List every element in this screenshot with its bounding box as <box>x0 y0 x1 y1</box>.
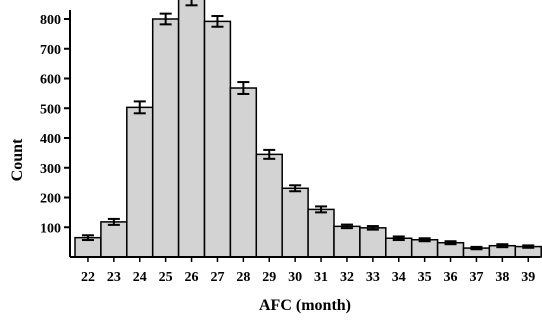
y-tick-label: 300 <box>40 162 61 177</box>
y-axis-label: Count <box>9 138 26 181</box>
x-tick-label: 33 <box>366 270 380 285</box>
error-bar-27 <box>211 15 224 28</box>
bar-24 <box>126 106 154 258</box>
error-bar-35 <box>418 237 431 243</box>
error-bar-31 <box>315 205 328 214</box>
y-axis-ticks: 100 200 300 400 500 600 700 800 <box>40 13 70 236</box>
error-bar-37 <box>470 245 483 251</box>
y-tick-label: 600 <box>40 73 61 88</box>
error-bar-39 <box>522 244 535 249</box>
x-axis-label: AFC (month) <box>259 297 351 314</box>
y-tick-label: 800 <box>40 13 61 28</box>
error-bar-23 <box>107 217 120 226</box>
error-bar-25 <box>159 12 172 26</box>
y-tick-label: 500 <box>40 102 61 117</box>
x-tick-label: 26 <box>185 270 199 285</box>
x-tick-label: 23 <box>107 270 121 285</box>
x-tick-label: 32 <box>340 270 354 285</box>
x-tick-label: 31 <box>314 270 328 285</box>
x-tick-label: 27 <box>210 270 224 285</box>
x-axis-ticks: 22 23 24 25 26 27 28 29 30 31 32 33 34 35 36 37 38 39 <box>81 257 535 285</box>
y-tick-label: 100 <box>40 221 61 236</box>
error-bar-22 <box>81 234 94 242</box>
bars <box>74 0 542 258</box>
y-tick-label: 700 <box>40 43 61 58</box>
x-tick-label: 36 <box>444 270 458 285</box>
error-bar-29 <box>263 148 276 160</box>
x-tick-label: 24 <box>133 270 147 285</box>
bar-28 <box>229 87 258 258</box>
x-tick-label: 29 <box>262 270 276 285</box>
bar-32 <box>333 225 361 258</box>
bar-26 <box>177 0 206 258</box>
x-tick-label: 34 <box>392 270 406 285</box>
error-bar-36 <box>444 240 457 246</box>
bar-23 <box>100 221 128 258</box>
error-bar-38 <box>496 243 509 249</box>
error-bar-30 <box>289 184 302 193</box>
bar-27 <box>203 20 232 258</box>
error-bar-33 <box>366 225 379 231</box>
error-bar-26 <box>185 0 198 7</box>
y-tick-label: 400 <box>40 132 61 147</box>
error-bar-34 <box>392 235 405 242</box>
bar-31 <box>307 208 335 258</box>
error-bars <box>81 0 535 251</box>
x-tick-label: 37 <box>469 270 483 285</box>
bar-30 <box>281 187 309 258</box>
bar-33 <box>359 227 387 258</box>
bar-29 <box>255 153 283 258</box>
bar-35 <box>410 238 439 258</box>
error-bar-24 <box>133 100 146 115</box>
bar-25 <box>151 18 180 258</box>
x-tick-label: 28 <box>236 270 250 285</box>
x-tick-label: 22 <box>81 270 95 285</box>
error-bar-28 <box>237 81 250 95</box>
x-tick-label: 30 <box>288 270 302 285</box>
x-tick-label: 38 <box>495 270 509 285</box>
error-bar-32 <box>340 223 353 230</box>
x-tick-label: 25 <box>159 270 173 285</box>
x-tick-label: 39 <box>521 270 535 285</box>
bar-34 <box>385 237 413 258</box>
y-tick-label: 200 <box>40 192 61 207</box>
x-tick-label: 35 <box>418 270 432 285</box>
